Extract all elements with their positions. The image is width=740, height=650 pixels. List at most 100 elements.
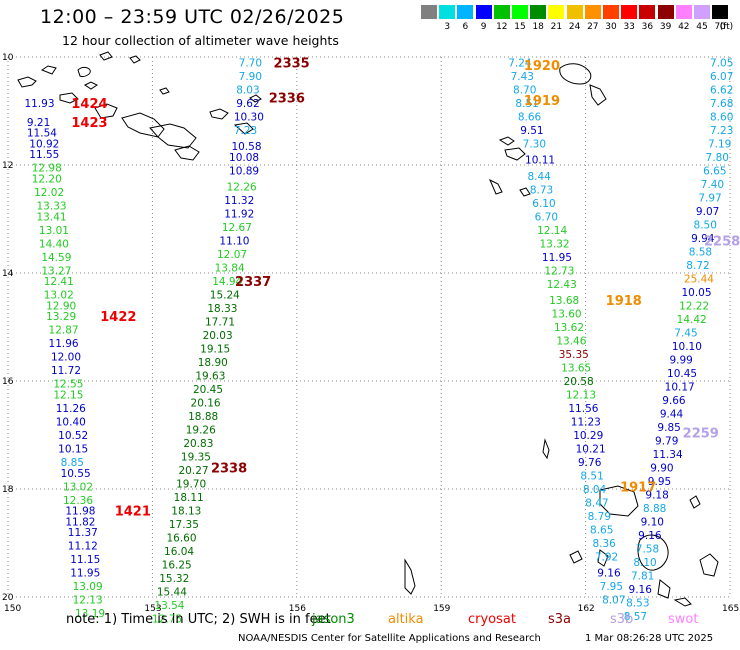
wave-height-value: 7.05 [710, 57, 733, 69]
wave-height-value: 7.68 [710, 98, 733, 110]
wave-height-value: 7.23 [710, 125, 733, 137]
pass-time-label: 1918 [606, 294, 642, 309]
pass-time-label: 1422 [100, 310, 136, 325]
wave-height-value: 10.55 [61, 468, 91, 480]
coast-island [121, 112, 165, 138]
wave-height-value: 13.19 [75, 608, 105, 620]
wave-height-value: 9.21 [27, 117, 50, 129]
wave-height-value: 8.53 [626, 597, 649, 609]
coast-island [17, 76, 37, 88]
lon-tick-label: 165 [722, 604, 739, 614]
wave-height-value: 10.17 [665, 381, 695, 393]
wave-height-value: 8.03 [236, 84, 259, 96]
wave-height-value: 13.33 [37, 201, 67, 213]
legend-label: 36 [641, 22, 654, 32]
wave-height-value: 16.04 [164, 546, 194, 558]
legend-label: 33 [623, 22, 635, 32]
legend-swatch [439, 5, 456, 19]
wave-height-value: 7.58 [636, 543, 659, 555]
wave-height-value: 8.79 [588, 511, 611, 523]
wave-height-value: 12.55 [53, 379, 83, 391]
wave-height-value: 13.68 [549, 295, 579, 307]
legend-swatch [712, 5, 729, 19]
wave-height-value: 11.55 [29, 149, 59, 161]
coast-island [129, 55, 141, 64]
wave-height-value: 10.92 [29, 138, 59, 150]
coast-island [489, 178, 503, 195]
wave-height-value: 15.24 [210, 290, 240, 302]
wave-height-value: 10.52 [58, 430, 88, 442]
wave-height-value: 12.14 [537, 225, 567, 237]
wave-height-value: 11.95 [542, 252, 572, 264]
wave-height-value: 7.97 [698, 192, 721, 204]
coast-island [569, 550, 583, 564]
wave-height-value: 13.54 [154, 600, 184, 612]
legend-label: 45 [696, 22, 708, 32]
wave-height-value: 12.41 [44, 276, 74, 288]
wave-height-value: 20.83 [183, 438, 213, 450]
lon-tick-label: 162 [578, 604, 595, 614]
wave-height-value: 12.02 [34, 187, 64, 199]
wave-height-value: 8.44 [527, 171, 551, 183]
wave-height-value: 35.35 [559, 349, 589, 361]
legend-swatch [675, 5, 692, 19]
wave-height-value: 13.27 [41, 265, 71, 277]
wave-height-value: 9.76 [578, 457, 602, 469]
satellite-name: s3b [610, 612, 634, 627]
legend-label: 15 [514, 22, 526, 32]
wave-height-value: 7.24 [508, 57, 532, 69]
lat-lon-grid [7, 56, 731, 598]
wave-height-value: 9.16 [638, 530, 662, 542]
footnote: note: 1) Time is in UTC; 2) SWH is in fe… [66, 612, 331, 627]
wave-height-value: 11.26 [56, 403, 86, 415]
wave-height-value: 10.05 [681, 287, 711, 299]
wave-height-value: 8.85 [61, 457, 84, 469]
generation-timestamp: 1 Mar 08:26:28 UTC 2025 [585, 633, 714, 644]
wave-height-value: 6.65 [703, 165, 726, 177]
wave-height-value: 11.93 [24, 98, 54, 110]
wave-height-value: 11.34 [653, 449, 683, 461]
coast-island [589, 84, 607, 106]
legend-swatch [475, 5, 492, 19]
legend-label: 30 [605, 22, 617, 32]
lon-tick-label: 150 [4, 604, 21, 614]
coast-island [159, 87, 170, 95]
wave-height-value: 7.70 [239, 57, 262, 69]
wave-height-value: 13.02 [63, 481, 93, 493]
legend-label: 21 [550, 22, 563, 32]
wave-height-value: 8.66 [518, 111, 542, 123]
wave-height-value: 11.32 [224, 195, 254, 207]
coast-island [84, 81, 98, 90]
wave-height-value: 8.51 [580, 471, 603, 483]
pass-time-label: 2338 [211, 461, 247, 476]
wave-height-value: 6.70 [535, 211, 558, 223]
satellite-name: jason3 [312, 612, 355, 627]
map-subtitle: 12 hour collection of altimeter wave hei… [62, 33, 339, 48]
wave-height-value: 8.58 [689, 246, 712, 258]
coast-island [149, 123, 197, 149]
wave-height-value: 13.46 [556, 336, 586, 348]
legend-swatch [694, 5, 710, 19]
lat-tick-label: 16 [2, 377, 14, 387]
wave-height-value: 19.26 [186, 425, 216, 437]
legend-label: 3 [444, 22, 451, 32]
wave-height-value: 25.44 [684, 273, 714, 285]
wave-height-value: 11.95 [70, 568, 100, 580]
pass-time-label: 1920 [524, 59, 560, 74]
coast-island [599, 485, 639, 517]
wave-height-value: 12.07 [217, 249, 247, 261]
legend-label: 70 [714, 22, 726, 32]
legend-swatch [657, 5, 674, 19]
wave-height-value: 10.58 [231, 141, 261, 153]
wave-height-value: 11.10 [219, 236, 249, 248]
wave-height-value: 18.90 [198, 357, 228, 369]
legend-swatch [548, 5, 565, 19]
wave-height-value: 10.21 [576, 444, 606, 456]
wave-height-value: 9.18 [645, 489, 668, 501]
wave-height-value: 11.98 [65, 506, 95, 518]
wave-height-value: 10.40 [56, 417, 86, 429]
satellite-name: swot [668, 612, 699, 627]
wave-height-value: 11.37 [68, 527, 98, 539]
wave-height-value: 10.29 [573, 430, 603, 442]
wave-height-value: 8.47 [585, 498, 608, 510]
